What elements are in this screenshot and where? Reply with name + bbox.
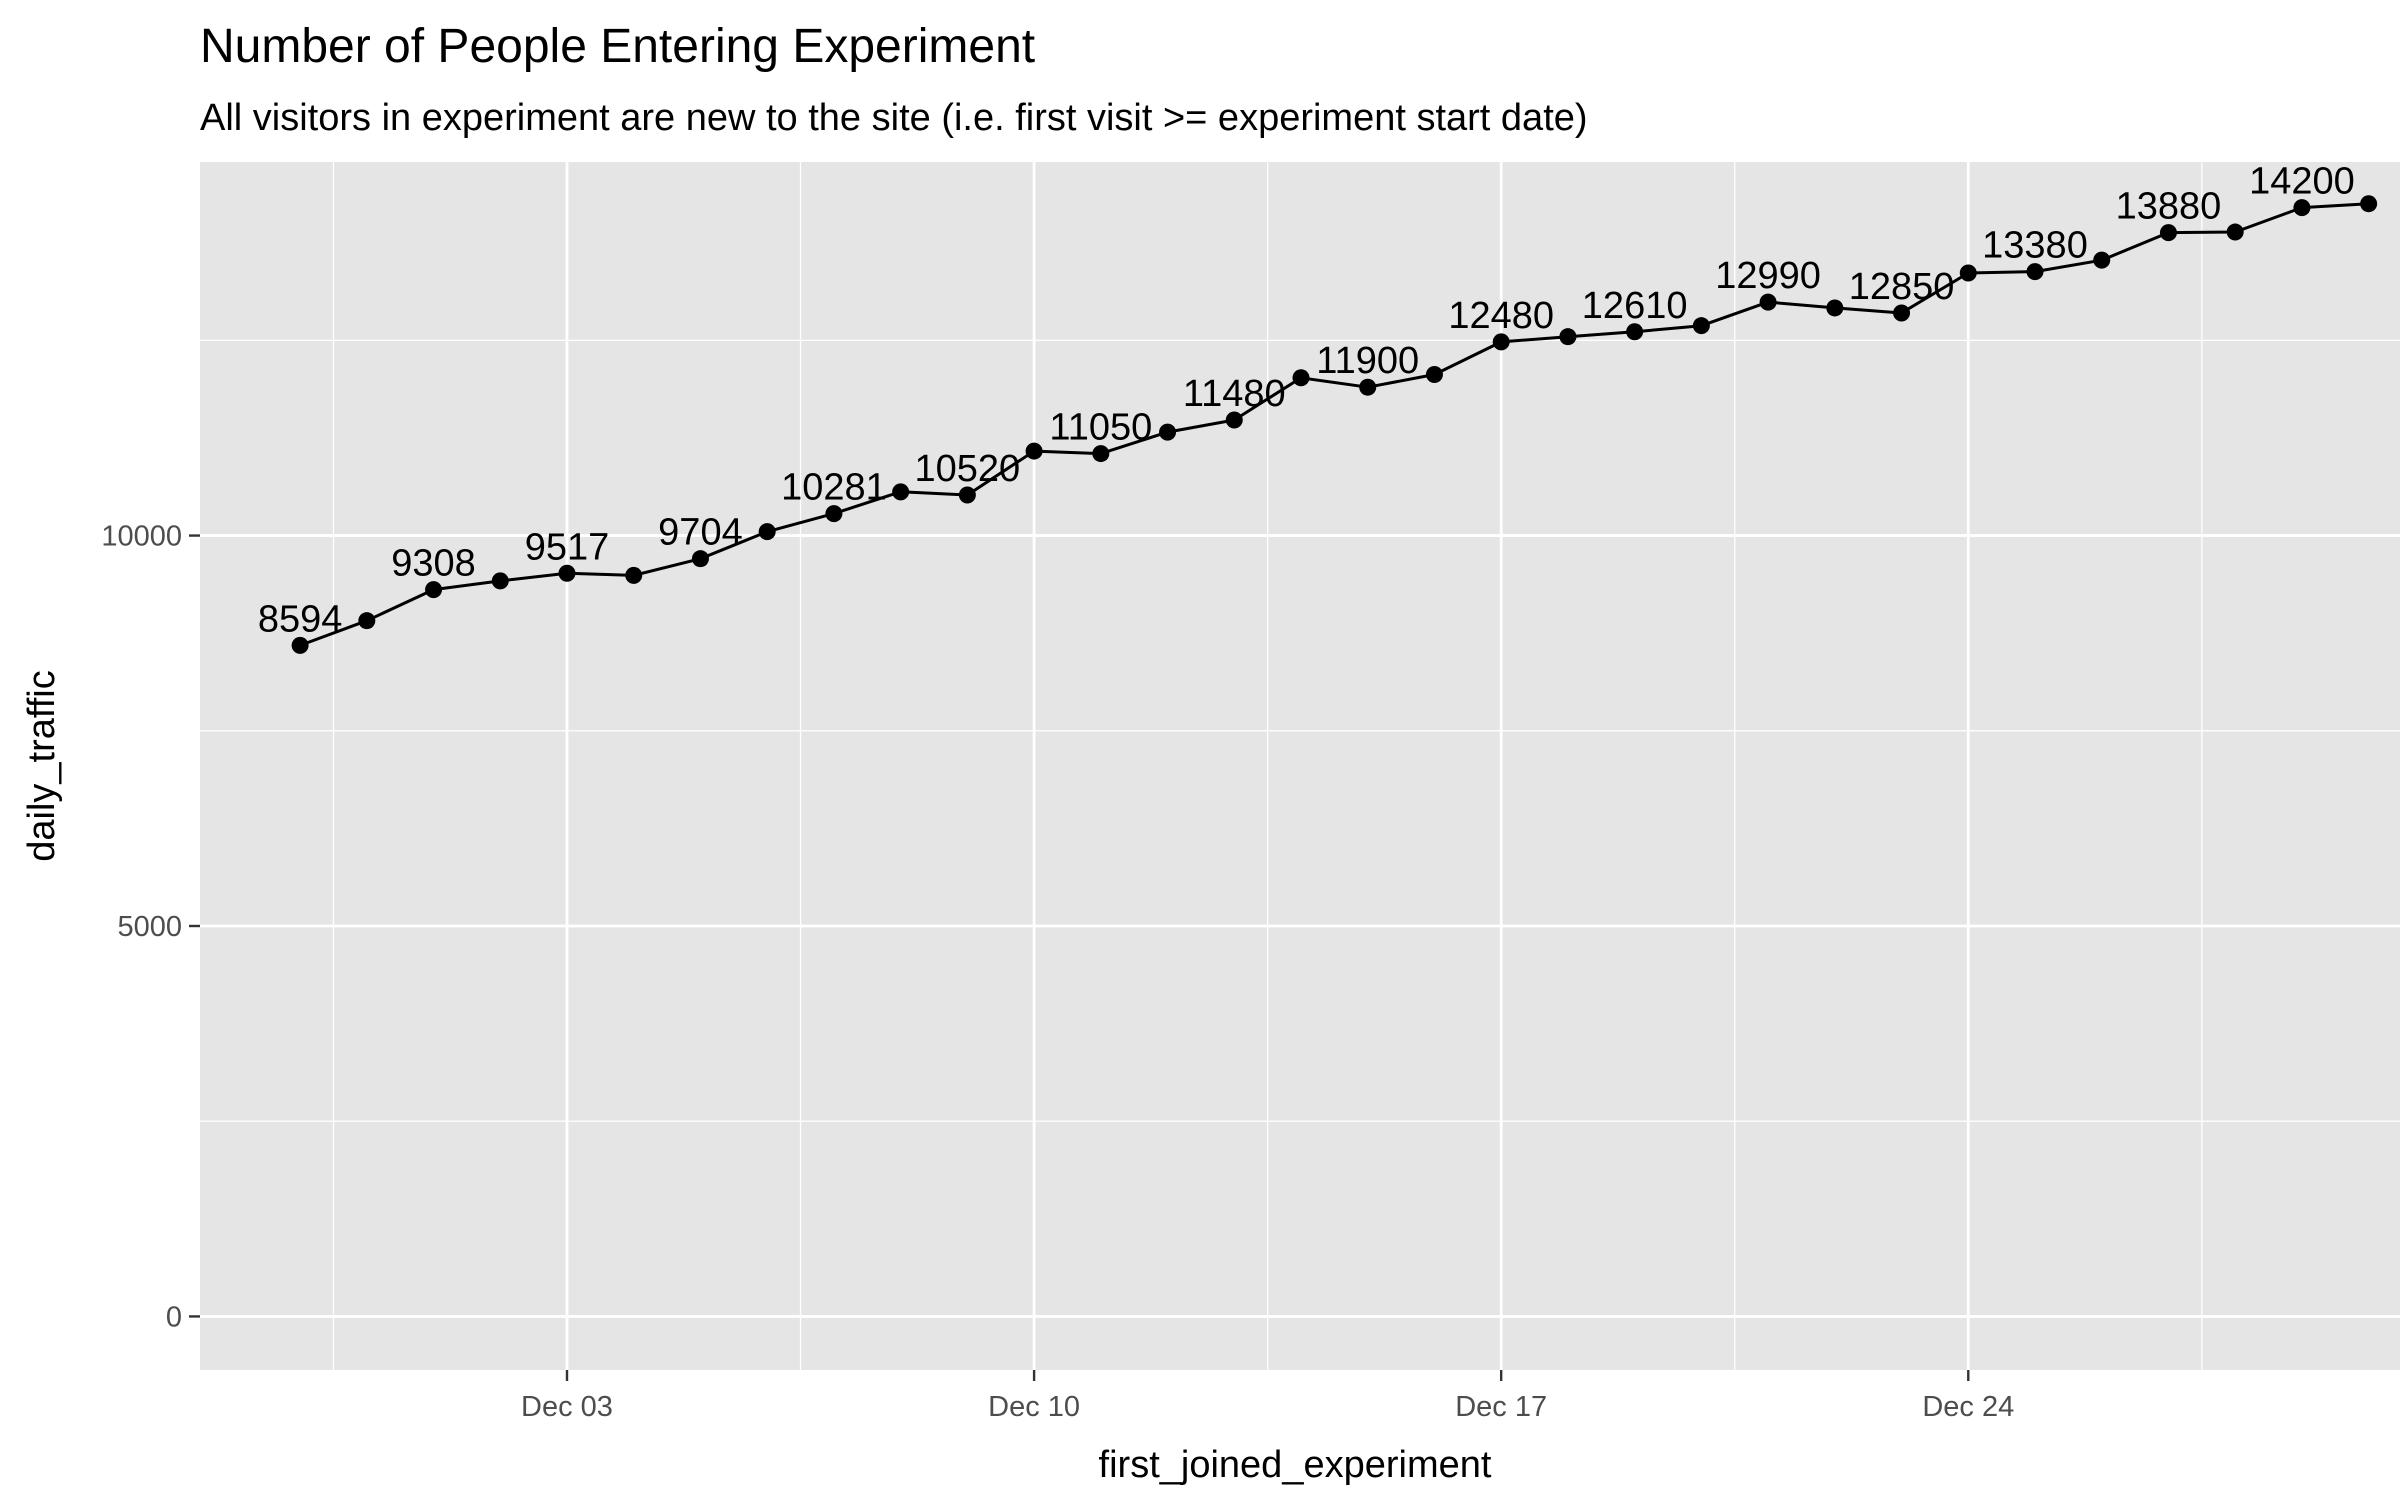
data-label: 12480 — [1448, 295, 1554, 337]
y-tick-label: 5000 — [117, 911, 182, 943]
data-point — [1959, 264, 1977, 282]
major-gridlines — [200, 162, 2400, 1370]
data-point — [1893, 304, 1911, 322]
data-label: 12850 — [1849, 266, 1955, 308]
data-point — [625, 566, 643, 584]
data-point — [1225, 411, 1243, 429]
data-point — [1692, 317, 1710, 335]
data-point — [358, 612, 376, 630]
data-point — [1626, 323, 1644, 341]
data-point — [958, 486, 976, 504]
data-point — [1359, 378, 1377, 396]
data-label: 13880 — [2116, 186, 2222, 228]
data-point — [1559, 328, 1577, 346]
data-point — [291, 636, 309, 654]
data-point — [1092, 445, 1110, 463]
x-axis-tick-labels: Dec 03 Dec 10 Dec 17 Dec 24 — [521, 1391, 2014, 1423]
chart-title: Number of People Entering Experiment — [200, 20, 1035, 73]
x-axis-title: first_joined_experiment — [1099, 1444, 1492, 1486]
data-label: 11900 — [1316, 340, 1419, 382]
axis-ticks — [189, 534, 1970, 1381]
data-label: 13380 — [1982, 225, 2088, 267]
data-point — [2093, 251, 2111, 269]
data-point — [1025, 442, 1043, 460]
data-label: 8594 — [258, 598, 343, 640]
data-point — [1492, 333, 1510, 351]
data-point — [2293, 199, 2311, 217]
data-label: 9308 — [391, 543, 476, 585]
data-point — [1759, 293, 1777, 311]
data-label: 9517 — [525, 526, 610, 568]
data-point — [491, 572, 509, 590]
data-label: 12990 — [1715, 255, 1821, 297]
x-tick-label: Dec 10 — [988, 1391, 1080, 1423]
data-point — [1425, 365, 1443, 383]
x-tick-label: Dec 03 — [521, 1391, 613, 1423]
series-line — [299, 202, 2369, 647]
plot-panel — [200, 162, 2400, 1370]
data-label: 11050 — [1049, 407, 1152, 449]
y-tick-label: 0 — [166, 1301, 182, 1333]
data-point — [1159, 423, 1177, 441]
data-label: 12610 — [1582, 285, 1688, 327]
data-point — [691, 550, 709, 568]
data-point — [558, 564, 576, 582]
series-daily-traffic — [291, 195, 2378, 654]
data-label: 10281 — [781, 467, 887, 509]
y-axis-tick-labels: 0 5000 10000 — [101, 521, 182, 1334]
data-point — [2226, 223, 2244, 241]
data-point — [825, 505, 843, 523]
x-tick-label: Dec 17 — [1455, 1391, 1547, 1423]
data-point — [1826, 299, 1844, 317]
data-point — [1292, 369, 1310, 387]
x-tick-label: Dec 24 — [1922, 1391, 2014, 1423]
data-label: 10520 — [915, 448, 1021, 490]
data-point — [2026, 263, 2044, 281]
data-point — [2360, 195, 2378, 213]
data-labels: 8594 9308 9517 9704 10281 10520 11050 11480 1190… — [258, 161, 2355, 641]
data-point — [2159, 224, 2177, 242]
data-point — [758, 523, 776, 541]
data-label: 14200 — [2249, 161, 2355, 203]
data-label: 11480 — [1183, 373, 1286, 415]
data-point — [892, 483, 910, 501]
y-axis-title: daily_traffic — [21, 670, 63, 862]
data-label: 9704 — [658, 512, 743, 554]
y-tick-label: 10000 — [101, 521, 182, 553]
data-point — [425, 581, 443, 599]
chart-subtitle: All visitors in experiment are new to th… — [200, 97, 1588, 139]
